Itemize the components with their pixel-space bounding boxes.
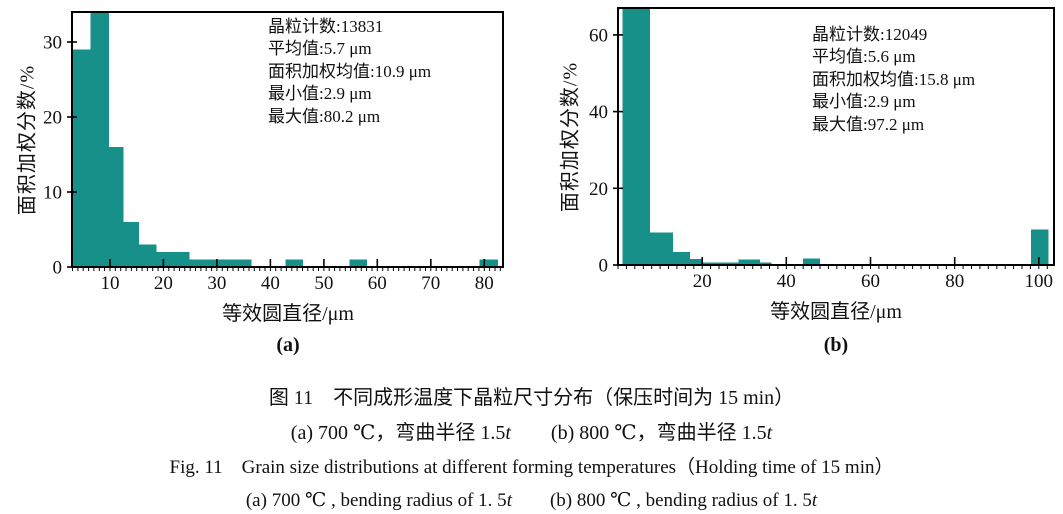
- x-tick-label: 40: [261, 273, 280, 294]
- caption-en-sub: (a) 700 ℃ , bending radius of 1. 5t (b) …: [0, 485, 1063, 512]
- x-tick-label: 60: [861, 271, 880, 292]
- stat-line: 平均值:5.6 μm: [812, 47, 916, 67]
- y-tick-label: 40: [589, 102, 608, 123]
- caption-en-title-text: Fig. 11 Grain size distributions at diff…: [169, 457, 894, 478]
- caption-zh-title: 图 11 不同成形温度下晶粒尺寸分布（保压时间为 15 min）: [0, 381, 1063, 410]
- caption-italic-t: t: [811, 490, 818, 511]
- histogram-bar: [479, 259, 499, 267]
- caption-zh-sub: (a) 700 ℃，弯曲半径 1.5t (b) 800 ℃，弯曲半径 1.5t: [0, 416, 1063, 445]
- panel-label-b: (b): [823, 334, 849, 356]
- histogram-bar: [803, 258, 820, 265]
- x-tick-label: 10: [101, 273, 120, 294]
- x-tick-label: 20: [154, 273, 173, 294]
- stat-line: 最小值:2.9 μm: [268, 84, 372, 104]
- caption-en-sub-b: (b) 800 ℃ , bending radius of 1. 5: [511, 490, 812, 511]
- y-axis-label-a: 面积加权分数/%: [16, 64, 39, 216]
- caption-zh-sub-a: (a) 700 ℃，弯曲半径 1.5: [290, 422, 506, 444]
- caption-zh-title-text: 图 11 不同成形温度下晶粒尺寸分布（保压时间为 15 min）: [268, 387, 795, 409]
- histogram-bar: [349, 259, 368, 267]
- y-tick-label: 10: [43, 183, 62, 204]
- histogram-bar: [1030, 229, 1049, 265]
- x-tick-label: 20: [693, 271, 712, 292]
- histogram-bar: [622, 8, 650, 265]
- histogram-bar: [673, 252, 690, 265]
- stat-line: 最大值:97.2 μm: [812, 114, 925, 134]
- x-tick-label: 80: [945, 271, 964, 292]
- caption-en-sub-a: (a) 700 ℃ , bending radius of 1. 5: [245, 490, 507, 511]
- x-tick-label: 40: [777, 271, 796, 292]
- x-tick-label: 70: [421, 273, 440, 294]
- x-tick-label: 50: [314, 273, 333, 294]
- histogram-bar: [690, 258, 703, 265]
- x-axis-label-b: 等效圆直径/μm: [770, 301, 902, 323]
- x-tick-label: 100: [1025, 271, 1054, 292]
- histogram-bar: [72, 49, 91, 267]
- caption-italic-t: t: [766, 422, 773, 444]
- stat-line: 晶粒计数:12049: [812, 25, 928, 44]
- histogram-bar: [650, 232, 674, 265]
- stats-annotation-b: 晶粒计数:12049 平均值:5.6 μm 面积加权均值:15.8 μm 最小值…: [812, 24, 975, 136]
- histogram-bar: [738, 259, 760, 265]
- caption-zh-sub-b: (b) 800 ℃，弯曲半径 1.5: [510, 422, 767, 444]
- y-tick-label: 30: [43, 33, 62, 54]
- plot-frame: [71, 11, 504, 268]
- histogram-bar: [702, 262, 739, 265]
- plots-canvas: 10 20 30 40 50 60 70 80 0 10 20 30 20 40 60 80 100 0 20 40 6…: [43, 7, 1055, 294]
- histogram-bar: [108, 147, 124, 267]
- x-axis-label-a: 等效圆直径/μm: [222, 303, 354, 325]
- caption-italic-t: t: [505, 422, 511, 444]
- caption-en-title: Fig. 11 Grain size distributions at diff…: [0, 452, 1063, 479]
- stat-line: 最小值:2.9 μm: [812, 92, 916, 112]
- y-tick-label: 20: [43, 108, 62, 129]
- x-tick-label: 30: [207, 273, 226, 294]
- y-tick-label: 20: [589, 179, 608, 200]
- y-tick-label: 0: [599, 256, 609, 277]
- histogram-bar: [90, 12, 109, 267]
- x-tick-label: 80: [475, 273, 494, 294]
- histogram-bar: [138, 244, 157, 267]
- stat-line: 面积加权均值:15.8 μm: [812, 69, 976, 89]
- stat-line: 平均值:5.7 μm: [268, 39, 372, 59]
- stat-line: 最大值:80.2 μm: [268, 106, 381, 126]
- histogram-bar: [759, 262, 772, 265]
- histogram-bar: [156, 252, 190, 267]
- histogram-bar: [123, 222, 139, 267]
- histogram-bar: [285, 259, 303, 267]
- panel-label-a: (a): [276, 334, 300, 356]
- y-tick-label: 0: [53, 258, 63, 279]
- stat-line: 晶粒计数:13831: [268, 17, 384, 36]
- stat-line: 面积加权均值:10.9 μm: [268, 61, 432, 81]
- caption-italic-t: t: [506, 490, 512, 511]
- plot-frame: [617, 7, 1055, 266]
- histogram-bar: [189, 259, 252, 267]
- stats-annotation-a: 晶粒计数:13831 平均值:5.7 μm 面积加权均值:10.9 μm 最小值…: [268, 16, 431, 128]
- y-tick-label: 60: [589, 25, 608, 46]
- y-axis-label-b: 面积加权分数/%: [559, 61, 582, 213]
- x-tick-label: 60: [368, 273, 387, 294]
